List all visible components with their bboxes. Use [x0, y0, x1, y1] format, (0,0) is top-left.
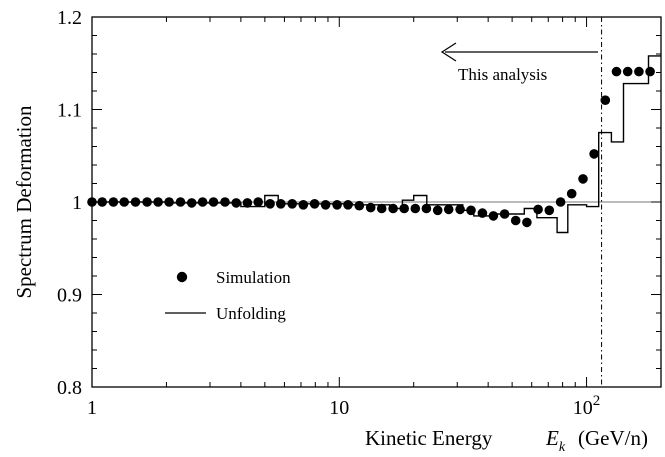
x-tick-label-base: 1 — [87, 397, 97, 419]
simulation-point — [555, 197, 566, 207]
x-axis-unit: (GeV/n) — [578, 426, 648, 450]
simulation-point — [566, 188, 577, 199]
simulation-point — [332, 200, 342, 210]
simulation-point — [298, 200, 309, 210]
legend: Simulation Unfolding — [165, 268, 291, 323]
simulation-point — [488, 211, 499, 221]
simulation-point — [388, 203, 398, 214]
simulation-point — [365, 202, 376, 213]
simulation-point — [399, 203, 410, 214]
simulation-point — [142, 197, 152, 207]
simulation-point — [443, 204, 454, 215]
simulation-point — [309, 199, 320, 209]
simulation-point — [589, 149, 599, 159]
simulation-point — [343, 200, 353, 210]
simulation-point — [645, 66, 655, 77]
simulation-point — [578, 174, 588, 184]
y-tick-label: 1.2 — [57, 7, 82, 29]
simulation-point — [634, 66, 644, 77]
annotation-label: This analysis — [458, 65, 547, 84]
analysis-annotation: This analysis — [440, 42, 598, 84]
simulation-point — [164, 197, 174, 207]
simulation-point — [175, 197, 186, 207]
simulation-point — [231, 198, 241, 208]
simulation-point — [410, 203, 421, 214]
y-axis-label: Spectrum Deformation — [12, 105, 36, 299]
simulation-point — [522, 217, 532, 228]
simulation-point — [600, 95, 611, 105]
reference-layer — [92, 17, 661, 387]
simulation-point — [153, 197, 163, 207]
simulation-point — [432, 205, 443, 216]
simulation-point — [466, 205, 476, 216]
x-axis-label: Kinetic Energy — [365, 426, 493, 450]
x-tick-label: 102 — [573, 393, 601, 419]
x-tick-label-exponent: 2 — [593, 393, 601, 409]
simulation-point — [455, 204, 465, 215]
x-tick-label-base: 10 — [573, 397, 593, 419]
x-tick-label: 1 — [87, 397, 97, 419]
simulation-point — [533, 204, 543, 215]
simulation-point — [376, 203, 387, 214]
y-tick-label: 1.1 — [57, 100, 82, 122]
y-tick-label: 0.8 — [57, 377, 82, 399]
simulation-point — [186, 198, 197, 208]
y-tick-label: 0.9 — [57, 285, 82, 307]
simulation-point — [119, 197, 129, 207]
x-tick-label: 10 — [329, 397, 349, 419]
legend-simulation-label: Simulation — [216, 268, 291, 287]
simulation-point — [611, 66, 622, 77]
simulation-point — [544, 205, 555, 216]
simulation-point — [477, 208, 488, 218]
unfolding-histogram — [92, 55, 661, 234]
simulation-point — [622, 66, 633, 77]
y-tick-label: 1 — [72, 192, 82, 214]
legend-simulation-marker — [176, 271, 188, 283]
simulation-point — [276, 199, 286, 209]
simulation-point — [354, 200, 365, 211]
simulation-point — [320, 200, 331, 210]
simulation-point — [510, 215, 521, 226]
simulation-point — [130, 197, 141, 207]
simulation-point — [108, 197, 119, 207]
data-layer — [87, 55, 661, 234]
simulation-point — [220, 197, 230, 207]
x-tick-label-base: 10 — [329, 397, 349, 419]
annotation-arrowhead — [440, 42, 457, 62]
simulation-point — [287, 199, 298, 209]
simulation-point — [265, 199, 275, 209]
simulation-point — [499, 209, 510, 219]
simulation-point — [208, 197, 219, 207]
simulation-point — [197, 197, 208, 207]
x-axis-symbol: Ek — [545, 426, 566, 455]
x-axis-symbol-main: E — [545, 426, 559, 450]
simulation-point — [242, 198, 253, 208]
simulation-point — [253, 197, 263, 207]
simulation-point — [97, 197, 107, 207]
legend-unfolding-label: Unfolding — [216, 304, 286, 323]
x-axis-symbol-sub: k — [559, 440, 566, 455]
simulation-point — [421, 203, 432, 214]
